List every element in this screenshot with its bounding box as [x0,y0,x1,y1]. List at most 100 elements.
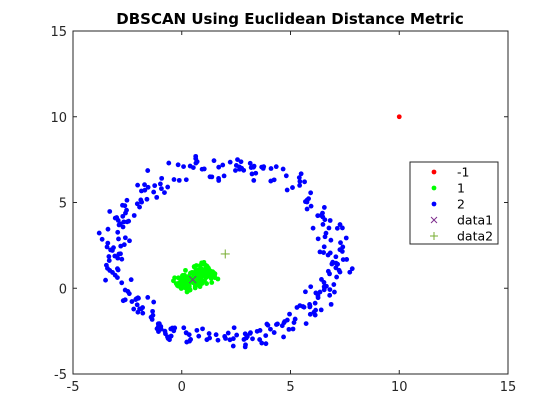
series-1-point [185,283,191,289]
series-1-point [178,280,184,285]
series-2-point [317,289,323,295]
series-2-point [234,332,240,338]
series-2-point [137,306,142,312]
series-1-point [176,283,181,289]
series-2-point [119,256,125,262]
series-1-point [204,273,209,279]
series-2-point [99,236,105,242]
series-2-point [344,257,350,262]
series-noise-point [396,114,402,120]
series-2-point [326,225,332,231]
series-2-point [332,289,337,295]
series-2-point [135,295,141,301]
series-2-point [216,176,221,181]
series-2-point [321,244,327,250]
series-2-point [140,310,146,316]
series-2-point [134,302,140,308]
series-1-point [172,275,178,281]
series-2-point [162,190,167,195]
series-2-point [283,173,289,179]
y-tick-label: 15 [50,25,67,40]
series-2-point [290,326,296,332]
series-2-point [137,204,142,210]
series-2-point [123,210,128,216]
series-2-point [233,163,239,168]
series-2-point [257,337,263,342]
x-tick-label: 5 [286,380,294,395]
series-2-point [216,164,222,170]
series-2-point [317,249,323,255]
y-tick-label: 0 [59,282,67,297]
series-2-point [233,168,238,173]
data2-marker [220,249,230,259]
legend-dot-icon [431,169,437,175]
series-1-point [211,270,217,276]
series-2-point [328,301,334,307]
series-2-point [311,309,317,315]
series-2-point [319,277,324,282]
series-2-point [107,209,113,214]
series-2-point [211,158,217,164]
series-2-point [259,340,265,346]
legend-label: 2 [457,197,465,212]
series-2-point [103,262,109,268]
series-2-point [250,336,255,342]
series-2-point [337,269,343,275]
y-tick-label: 10 [50,111,67,126]
series-2-point [337,222,343,227]
series-2-point [327,292,333,298]
series-2-point [162,328,168,334]
series-2-point [271,330,277,335]
series-2-point [183,177,189,183]
legend-item: -1 [431,165,469,180]
series-2-point [328,237,334,243]
series-2-point [175,162,181,168]
series-2-point [223,336,228,341]
series-2-point [227,159,233,165]
series-2-point [110,270,115,275]
series-2-point [268,326,273,332]
series-2-point [330,259,336,265]
series-2-point [308,203,314,209]
series-2-point [157,181,163,187]
series-2-point [128,277,134,283]
series-2-point [126,291,132,297]
series-2-point [265,322,271,328]
series-1-point [208,273,214,279]
series-2-point [327,287,333,293]
series-2-point [157,326,163,332]
series-2-point [122,297,128,303]
series-2-point [142,182,147,188]
series-2-point [96,230,102,236]
series-2-point [171,177,177,182]
series-1-point [187,270,193,276]
series-2-point [144,196,150,202]
series-2-point [145,184,151,190]
x-tick-label: 10 [391,380,408,395]
series-2-point [221,173,227,179]
series-2-point [120,224,126,230]
legend-item: 2 [431,197,465,212]
series-1-point [209,280,215,285]
series-2-point [220,162,226,168]
series-2-point [225,330,231,336]
series-2-point [325,268,331,274]
series-2-point [116,236,121,242]
series-2-point [194,159,200,165]
series-2-point [207,174,213,180]
series-2-point [119,280,125,286]
series-1-point [193,263,199,268]
series-2-point [296,175,302,181]
series-2-point [312,300,318,306]
series-2-point [188,337,194,342]
series-2-point [215,337,221,343]
legend-plus-icon [430,232,438,240]
series-2-point [241,337,247,342]
series-2-point [131,213,137,218]
y-tick-label: 5 [59,197,67,212]
series-2-point [273,164,279,170]
legend-dot-icon [431,201,437,207]
series-2-point [115,229,121,235]
series-2-point [303,321,309,327]
series-1-point [201,261,207,267]
